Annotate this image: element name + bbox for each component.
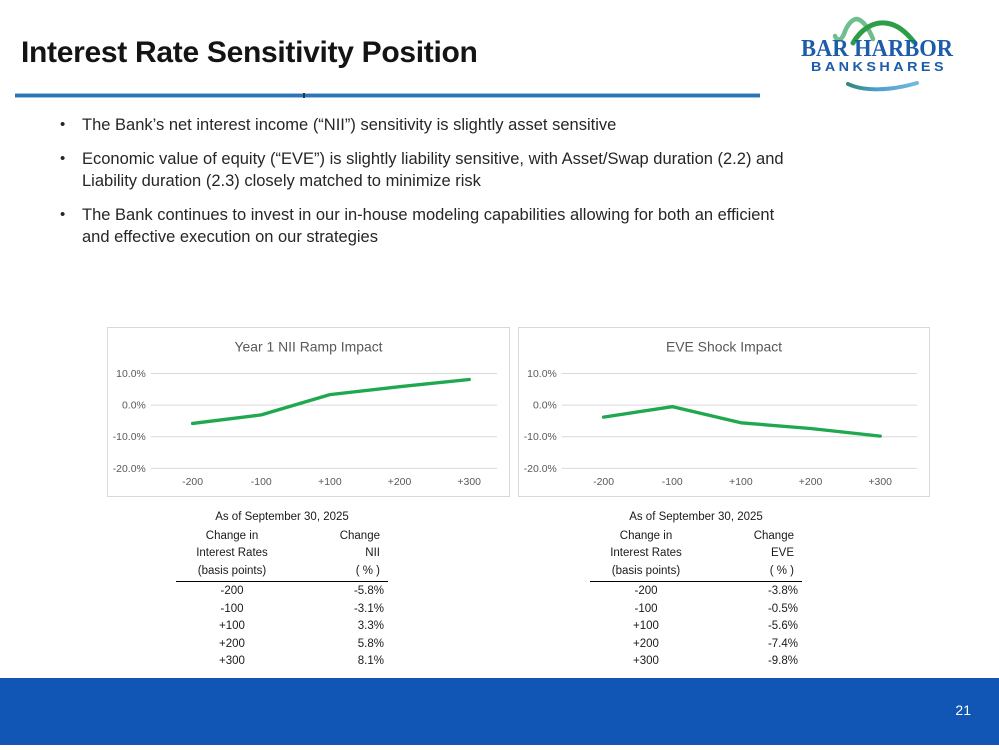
data-table-1: As of September 30, 2025 Change in Change I… <box>176 509 388 671</box>
table-header-rule <box>590 581 802 582</box>
logo-mountain-right-icon <box>850 20 917 46</box>
table-row: +100 -5.6% <box>590 618 802 636</box>
impact-cell: -5.8% <box>353 585 384 597</box>
bullet-item-1: The Bank’s net interest income (“NII”) s… <box>58 114 970 136</box>
table-row: -200 -3.8% <box>590 583 802 601</box>
x-tick-label: -200 <box>182 477 203 488</box>
rate-change-cell: +100 <box>219 620 245 632</box>
bar-harbor-logo-icon: BAR HARBOR BANKSHARES <box>801 16 954 92</box>
bullet-item-3: The Bank continues to invest in our in-h… <box>58 204 970 248</box>
y-tick-label: -20.0% <box>113 464 146 475</box>
x-tick-label: +200 <box>388 477 412 488</box>
bullet-list: The Bank’s net interest income (“NII”) s… <box>58 114 970 260</box>
chart-svg-2: EVE Shock Impact 10.0% 0.0% -10.0% -20.0% -20… <box>524 339 918 488</box>
logo-swoosh-icon <box>846 81 919 92</box>
y-tick-label: -10.0% <box>524 432 557 443</box>
table-row: +200 5.8% <box>176 636 388 654</box>
x-tick-label: -100 <box>662 477 683 488</box>
impact-cell: -7.4% <box>767 637 798 650</box>
rate-change-cell: +300 <box>633 655 659 667</box>
impact-cell: -5.6% <box>767 620 798 632</box>
rate-change-cell: -200 <box>220 585 244 597</box>
title-underline <box>15 93 760 98</box>
impact-cell: -3.8% <box>767 585 798 597</box>
col2-header: Change <box>753 529 794 542</box>
page-number: 21 <box>955 702 971 718</box>
table-header-rule <box>176 581 388 582</box>
chart-title: Year 1 NII Ramp Impact <box>234 339 382 355</box>
col2-header: ( % ) <box>355 564 380 577</box>
table-header-row: Interest Rates NII <box>176 545 388 563</box>
table-caption: As of September 30, 2025 <box>629 511 763 523</box>
col1-header: (basis points) <box>197 564 267 577</box>
x-tick-label: +100 <box>729 477 753 488</box>
data-table-2: As of September 30, 2025 Change in Change I… <box>590 509 802 671</box>
table-row: +200 -7.4% <box>590 636 802 654</box>
chart-title: EVE Shock Impact <box>666 339 782 355</box>
col2-header: EVE <box>770 547 794 559</box>
rate-change-cell: +300 <box>219 655 245 667</box>
data-line <box>601 404 882 438</box>
table-row: -100 -3.1% <box>176 601 388 619</box>
rate-change-cell: +200 <box>633 637 659 650</box>
table-row: -200 -5.8% <box>176 583 388 601</box>
y-tick-label: 0.0% <box>122 401 146 412</box>
impact-cell: -3.1% <box>353 602 384 615</box>
x-tick-label: +300 <box>457 477 481 488</box>
rule-tick <box>303 93 305 98</box>
y-tick-label: 10.0% <box>527 369 557 380</box>
table-row: +300 8.1% <box>176 653 388 671</box>
table-row: +100 3.3% <box>176 618 388 636</box>
impact-cell: 5.8% <box>357 637 384 650</box>
impact-cell: 3.3% <box>357 620 384 632</box>
company-logo: BAR HARBOR BANKSHARES <box>793 8 973 103</box>
table-header-row: (basis points) ( % ) <box>590 563 802 581</box>
table-header-row: Change in Change <box>176 528 388 546</box>
col2-header: Change <box>339 529 380 542</box>
page-title: Interest Rate Sensitivity Position <box>21 36 478 69</box>
table-header-row: Interest Rates EVE <box>590 545 802 563</box>
impact-cell: -0.5% <box>767 602 798 615</box>
col1-header: Interest Rates <box>196 547 268 559</box>
chart-1: Year 1 NII Ramp Impact 10.0% 0.0% -10.0% -20… <box>107 327 510 497</box>
table-header-row: (basis points) ( % ) <box>176 563 388 581</box>
impact-cell: 8.1% <box>357 655 384 667</box>
x-tick-label: +100 <box>318 477 342 488</box>
logo-name-text: BAR HARBOR <box>801 36 954 62</box>
col1-header: (basis points) <box>611 564 681 577</box>
y-tick-label: -20.0% <box>524 464 557 475</box>
rate-change-cell: +100 <box>633 620 659 632</box>
bullet-item-2: Economic value of equity (“EVE”) is slig… <box>58 148 970 192</box>
table-header-row: Change in Change <box>590 528 802 546</box>
rate-change-cell: -200 <box>634 585 658 597</box>
chart-2: EVE Shock Impact 10.0% 0.0% -10.0% -20.0% -20… <box>518 327 930 497</box>
col1-header: Interest Rates <box>610 547 682 559</box>
table-row: +300 -9.8% <box>590 653 802 671</box>
rate-change-cell: -100 <box>634 602 658 615</box>
col1-header: Change in <box>205 529 259 542</box>
x-tick-label: +300 <box>868 477 892 488</box>
impact-cell: -9.8% <box>767 655 798 667</box>
table-row: -100 -0.5% <box>590 601 802 619</box>
col1-header: Change in <box>619 529 673 542</box>
data-line <box>190 377 471 426</box>
rate-change-cell: -100 <box>220 602 244 615</box>
y-tick-label: -10.0% <box>113 432 146 443</box>
footer-bar: 21 <box>0 678 999 745</box>
col2-header: NII <box>365 547 380 559</box>
table-caption: As of September 30, 2025 <box>215 511 349 523</box>
col2-header: ( % ) <box>769 564 794 577</box>
chart-svg-1: Year 1 NII Ramp Impact 10.0% 0.0% -10.0% -20… <box>113 339 498 488</box>
x-tick-label: -100 <box>251 477 272 488</box>
y-tick-label: 0.0% <box>533 401 557 412</box>
rate-change-cell: +200 <box>219 637 245 650</box>
x-tick-label: -200 <box>593 477 614 488</box>
y-tick-label: 10.0% <box>116 369 146 380</box>
logo-subname-text: BANKSHARES <box>811 60 947 74</box>
x-tick-label: +200 <box>799 477 823 488</box>
